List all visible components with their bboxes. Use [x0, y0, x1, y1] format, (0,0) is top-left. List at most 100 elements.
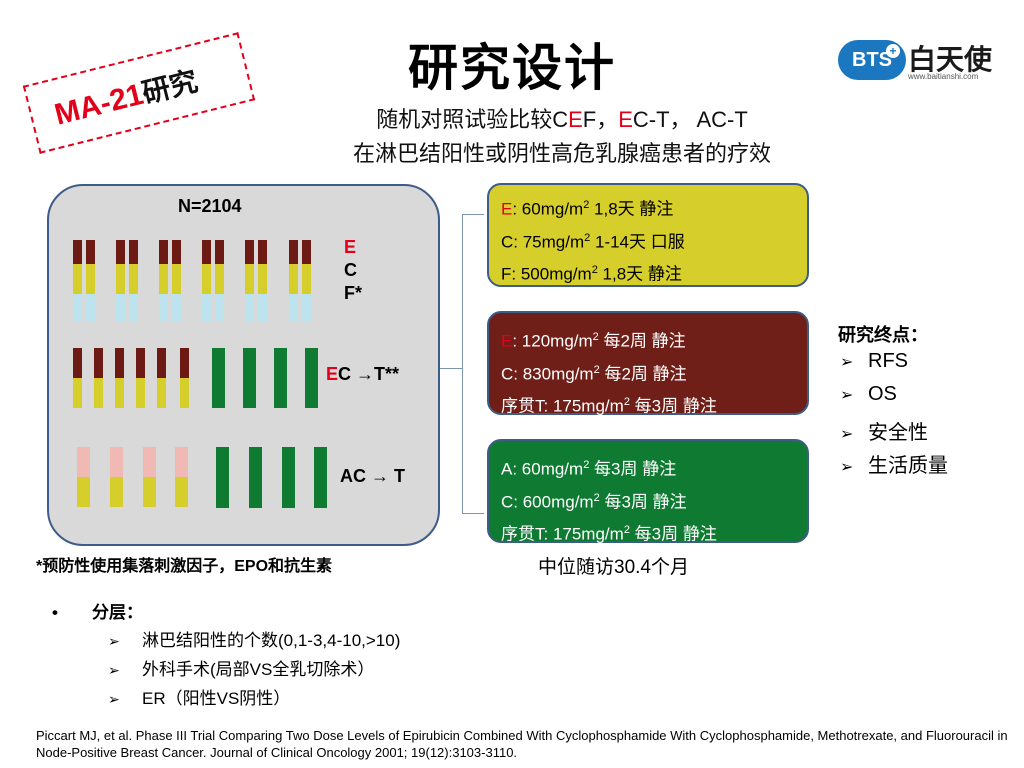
fluorouracil-bar	[129, 294, 138, 322]
epirubicin-bar	[94, 348, 103, 378]
paclitaxel-bar	[282, 447, 295, 508]
paclitaxel-bar	[305, 348, 318, 408]
epirubicin-bar	[116, 240, 125, 264]
epirubicin-bar	[159, 240, 168, 264]
regimen-box-ect: E: 120mg/m2 每2周 静注 C: 830mg/m2 每2周 静注 序贯…	[487, 311, 809, 416]
endpoints-title: 研究终点：	[838, 325, 928, 345]
bullet-icon: •	[52, 603, 58, 622]
epirubicin-bar	[215, 240, 224, 264]
medical-cross-icon: +	[886, 44, 900, 58]
cyclophosphamide-bar	[73, 264, 82, 294]
cyclophosphamide-bar	[77, 477, 90, 507]
epirubicin-bar	[289, 240, 298, 264]
endpoint-item: ➢ OS	[840, 383, 897, 405]
stratification-item: ➢ ER（阳性VS阴性）	[108, 689, 291, 708]
epirubicin-bar	[136, 348, 145, 378]
brand-logo-name: 白天使	[908, 44, 993, 75]
epirubicin-bar	[157, 348, 166, 378]
regimen-box-cef: E: 60mg/m2 1,8天 静注 C: 75mg/m2 1-14天 口服 F…	[487, 183, 809, 287]
cef-label-e: E	[344, 237, 357, 257]
epirubicin-bar	[258, 240, 267, 264]
fluorouracil-bar	[302, 294, 311, 322]
cyclophosphamide-bar	[302, 264, 311, 294]
arrow-bullet-icon: ➢	[108, 633, 120, 649]
cyclophosphamide-bar	[289, 264, 298, 294]
subtitle-e: E	[618, 107, 633, 132]
arm-bracket-connector	[440, 368, 462, 369]
doxorubicin-bar	[110, 447, 123, 477]
cyclophosphamide-bar	[73, 378, 82, 408]
cyclophosphamide-bar	[110, 477, 123, 507]
median-followup: 中位随访30.4个月	[538, 557, 689, 578]
subtitle-line2: 在淋巴结阳性或阴性高危乳腺癌患者的疗效	[352, 141, 771, 166]
cyclophosphamide-bar	[143, 477, 156, 507]
epirubicin-bar	[73, 240, 82, 264]
epirubicin-bar	[115, 348, 124, 378]
paclitaxel-bar	[243, 348, 256, 408]
paclitaxel-bar	[249, 447, 262, 508]
stratification-item: ➢ 外科手术(局部VS全乳切除术）	[108, 660, 375, 679]
fluorouracil-bar	[245, 294, 254, 322]
cyclophosphamide-bar	[215, 264, 224, 294]
epirubicin-bar	[129, 240, 138, 264]
epirubicin-bar	[202, 240, 211, 264]
fluorouracil-bar	[258, 294, 267, 322]
doxorubicin-bar	[77, 447, 90, 477]
cyclophosphamide-bar	[202, 264, 211, 294]
footnote: *预防性使用集落刺激因子，EPO和抗生素	[36, 558, 333, 575]
cyclophosphamide-bar	[159, 264, 168, 294]
cyclophosphamide-bar	[116, 264, 125, 294]
arm-bracket	[462, 214, 484, 514]
cyclophosphamide-bar	[180, 378, 189, 408]
endpoint-item: ➢ RFS	[840, 350, 908, 372]
cyclophosphamide-bar	[175, 477, 188, 507]
epirubicin-bar	[172, 240, 181, 264]
regimen-line: E: 60mg/m2 1,8天 静注	[501, 199, 674, 219]
doxorubicin-bar	[175, 447, 188, 477]
sample-size-label: N=2104	[178, 196, 242, 216]
fluorouracil-bar	[172, 294, 181, 322]
fluorouracil-bar	[215, 294, 224, 322]
fluorouracil-bar	[73, 294, 82, 322]
regimen-line: 序贯T: 175mg/m2 每3周 静注	[501, 396, 717, 416]
subtitle-text: 随机对照试验比较C	[376, 107, 569, 132]
regimen-line: C: 830mg/m2 每2周 静注	[501, 363, 687, 384]
subtitle-text: C-T， AC-T	[632, 107, 748, 132]
doxorubicin-bar	[143, 447, 156, 477]
epirubicin-bar	[86, 240, 95, 264]
cyclophosphamide-bar	[136, 378, 145, 408]
cef-label-c: C	[344, 260, 357, 280]
fluorouracil-bar	[116, 294, 125, 322]
arrow-bullet-icon: ➢	[108, 691, 120, 707]
subtitle-text: F，	[582, 107, 619, 132]
arrow-bullet-icon: ➢	[840, 459, 854, 476]
epirubicin-bar	[302, 240, 311, 264]
fluorouracil-bar	[86, 294, 95, 322]
cyclophosphamide-bar	[245, 264, 254, 294]
reference-citation: Piccart MJ, et al. Phase III Trial Compa…	[36, 728, 1008, 760]
arrow-bullet-icon: ➢	[840, 387, 854, 404]
epirubicin-bar	[73, 348, 82, 378]
ect-arm-label: EC →T**	[326, 364, 399, 385]
page-title: 研究设计	[408, 39, 616, 97]
stratification-item: ➢ 淋巴结阳性的个数(0,1-3,4-10,>10)	[108, 631, 401, 650]
act-arm-label: AC → T	[340, 466, 405, 486]
cyclophosphamide-bar	[129, 264, 138, 294]
fluorouracil-bar	[289, 294, 298, 322]
cyclophosphamide-bar	[157, 378, 166, 408]
regimen-line: E: 120mg/m2 每2周 静注	[501, 331, 686, 351]
regimen-box-act: A: 60mg/m2 每3周 静注 C: 600mg/m2 每3周 静注 序贯T…	[487, 439, 809, 544]
regimen-line: A: 60mg/m2 每3周 静注	[501, 459, 677, 479]
cyclophosphamide-bar	[86, 264, 95, 294]
ect-label-e: E	[326, 364, 339, 384]
paclitaxel-bar	[216, 447, 229, 508]
regimen-line: F: 500mg/m2 1,8天 静注	[501, 264, 682, 284]
cyclophosphamide-bar	[258, 264, 267, 294]
stratification-title: • 分层：	[52, 603, 143, 622]
ect-label-rest: C →T**	[338, 364, 400, 384]
fluorouracil-bar	[202, 294, 211, 322]
paclitaxel-bar	[212, 348, 225, 408]
endpoint-item: ➢ 生活质量	[840, 455, 948, 477]
arrow-bullet-icon: ➢	[108, 662, 120, 678]
epirubicin-bar	[245, 240, 254, 264]
